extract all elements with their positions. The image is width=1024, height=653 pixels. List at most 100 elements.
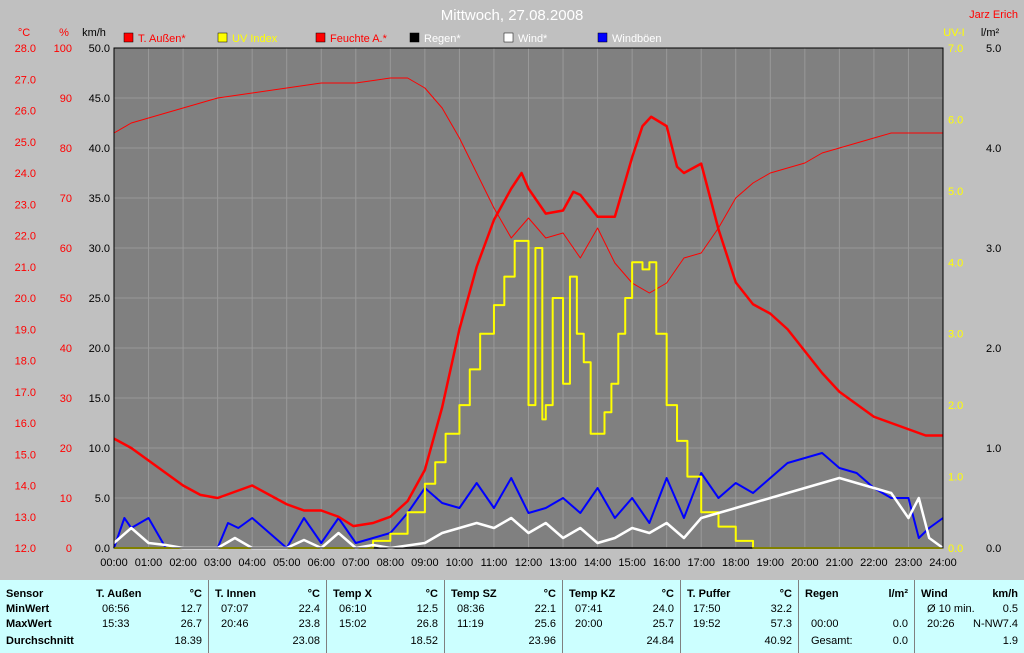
stats-column: T. Innen °C 07:07 22.4 20:46 23.8 23.08 [208,580,326,653]
stats-column-name: Temp SZ [451,588,497,600]
temp-tick-label: 24.0 [15,168,36,180]
stats-max-value: 26.7 [180,618,202,630]
legend-swatch [217,32,228,43]
stats-column: Temp KZ °C 07:41 24.0 20:00 25.7 24.84 [562,580,680,653]
stats-avg-label-cell: Gesamt: [811,635,853,647]
stats-min-value: 22.1 [534,603,556,615]
series-uvindex-line [114,239,943,549]
wind-tick-label: 35.0 [89,193,110,205]
x-tick-label: 18:00 [722,557,750,569]
stats-column: Wind km/h Ø 10 min. 0.5 20:26 N-NW 7.4 1.9 [914,580,1024,653]
stats-avg-value: 1.9 [1002,635,1018,647]
temp-tick-label: 22.0 [15,231,36,243]
stats-column-unit: °C [661,588,674,600]
stats-column-name: Temp KZ [569,588,616,600]
axes-layer: 12.0 13.0 14.0 15.0 16.0 17.0 18.0 19.0 20.0 21.0… [15,43,1002,569]
unit-rain-label: l/m² [981,27,1000,39]
stats-min-time: 07:07 [221,603,249,615]
series-layer [113,77,944,550]
legend-swatch [597,32,608,43]
x-tick-label: 13:00 [549,557,577,569]
temp-tick-label: 27.0 [15,74,36,86]
x-tick-label: 14:00 [584,557,612,569]
legend-swatch [409,32,420,43]
temp-tick-label: 21.0 [15,262,36,274]
stats-column-unit: °C [779,588,792,600]
x-tick-label: 17:00 [687,557,715,569]
stats-max-value: 57.3 [770,618,792,630]
stats-min-value: 0.5 [1002,603,1018,615]
stats-column-name: Temp X [333,588,372,600]
stats-column-name: T. Puffer [687,588,731,600]
stats-max-value: 23.8 [298,618,320,630]
uv-tick-label: 3.0 [948,329,963,341]
uv-tick-label: 2.0 [948,400,963,412]
uv-tick-label: 7.0 [948,43,963,55]
stats-max-value: 25.7 [652,618,674,630]
uv-tick-label: 6.0 [948,114,963,126]
humidity-tick-label: 10 [60,493,72,505]
rain-tick-label: 2.0 [986,343,1001,355]
rain-tick-label: 0.0 [986,543,1001,555]
rain-tick-label: 1.0 [986,443,1001,455]
stats-min-time: 06:56 [102,603,130,615]
temp-tick-label: 14.0 [15,481,36,493]
x-tick-label: 24:00 [929,557,957,569]
stats-min-time: 06:10 [339,603,367,615]
x-tick-label: 15:00 [618,557,646,569]
humidity-tick-label: 60 [60,243,72,255]
stats-avg-value: 0.0 [892,635,908,647]
stats-min-value: 24.0 [652,603,674,615]
temp-tick-label: 19.0 [15,324,36,336]
wind-tick-label: 50.0 [89,43,110,55]
stats-avg-value: 23.08 [292,635,320,647]
x-tick-label: 08:00 [377,557,405,569]
uv-tick-label: 1.0 [948,472,963,484]
stats-max-time: 00:00 [811,618,839,630]
chart-title: Mittwoch, 27.08.2008 [441,7,584,24]
humidity-tick-label: 70 [60,193,72,205]
temp-tick-label: 13.0 [15,512,36,524]
stats-column-name: Regen [805,588,839,600]
wind-tick-label: 15.0 [89,393,110,405]
legend-label: UV Index [232,33,278,45]
stats-min-time: 17:50 [693,603,721,615]
stats-column-unit: l/m² [888,588,908,600]
wind-tick-label: 40.0 [89,143,110,155]
stats-column: Temp SZ °C 08:36 22.1 11:19 25.6 23.96 [444,580,562,653]
legend-swatch [503,32,514,43]
stats-avg-value: 18.52 [410,635,438,647]
stats-column-unit: °C [543,588,556,600]
x-tick-label: 03:00 [204,557,232,569]
unit-humidity-label: % [59,27,69,39]
stats-min-time: 07:41 [575,603,603,615]
grid [113,47,944,549]
rain-tick-label: 5.0 [986,43,1001,55]
legend-label: Wind* [518,33,548,45]
stats-max-time: 15:33 [102,618,130,630]
stats-min-value: 22.4 [298,603,320,615]
stats-column-unit: °C [425,588,438,600]
rain-tick-label: 4.0 [986,143,1001,155]
x-tick-label: 11:00 [481,557,508,569]
stats-column: T. Außen °C 06:56 12.7 15:33 26.7 18.39 [90,580,208,653]
rain-tick-label: 3.0 [986,243,1001,255]
stats-avg-value: 23.96 [528,635,556,647]
wind-tick-label: 5.0 [95,493,110,505]
humidity-tick-label: 100 [54,43,72,55]
x-tick-label: 10:00 [446,557,474,569]
wind-tick-label: 10.0 [89,443,110,455]
stats-avg-value: 40.92 [764,635,792,647]
stats-avg-value: 24.84 [646,635,674,647]
x-tick-label: 02:00 [169,557,197,569]
humidity-tick-label: 40 [60,343,72,355]
stats-sensor-label: Sensor [6,588,44,600]
stats-max-time: 15:02 [339,618,367,630]
stats-max-label: MaxWert [6,618,52,630]
wind-tick-label: 45.0 [89,93,110,105]
x-tick-label: 05:00 [273,557,301,569]
temp-tick-label: 15.0 [15,449,36,461]
temp-tick-label: 28.0 [15,43,36,55]
humidity-tick-label: 50 [60,293,72,305]
x-tick-label: 23:00 [895,557,923,569]
